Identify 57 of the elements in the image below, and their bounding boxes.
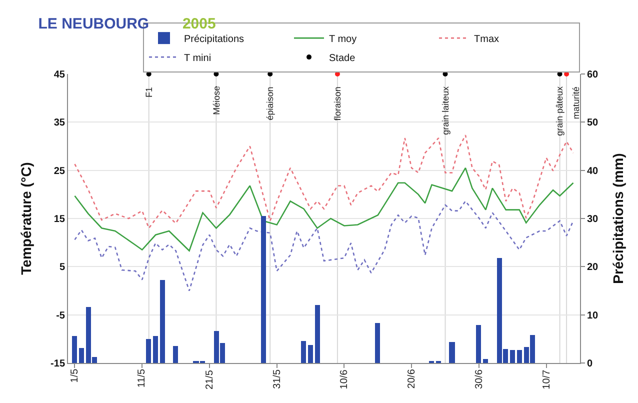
ref-line-label: floraison: [332, 86, 342, 121]
y2-tick-label: 30: [587, 214, 599, 225]
x-tick-label: 10/6: [339, 369, 350, 390]
x-tick-label: 20/6: [406, 368, 418, 389]
legend-label: T moy: [329, 34, 357, 45]
y-tick-label: -15: [50, 358, 66, 370]
x-tick-label: 1/5: [70, 368, 81, 383]
y-tick-label: -5: [56, 310, 66, 322]
ref-line-label: maturité: [570, 86, 581, 120]
y2-tick-label: 60: [587, 70, 599, 80]
chart-subtitle: 2005: [182, 16, 216, 33]
ref-line-label: grain laiteux: [440, 86, 451, 135]
bar: [483, 359, 488, 363]
x-tick-label: 30/6: [474, 369, 485, 389]
legend-label: Précipitations: [184, 34, 244, 45]
chart-title: LE NEUBOURG: [38, 16, 150, 33]
bar: [476, 325, 481, 363]
legend-label: T mini: [184, 52, 212, 64]
bar: [517, 350, 522, 363]
ref-line-label: F1: [144, 86, 154, 98]
x-tick-label: 11/5: [136, 368, 148, 388]
legend-label: Tmax: [474, 34, 499, 45]
bar: [72, 336, 77, 363]
bar: [261, 216, 266, 363]
bar: [153, 336, 158, 363]
bar: [375, 323, 380, 363]
bar: [301, 341, 306, 363]
y2-tick-label: 10: [587, 310, 599, 322]
y-tick-label: 25: [54, 166, 66, 177]
line-series: [74, 167, 574, 252]
x-tick-label: 10/7: [541, 369, 552, 390]
bar: [160, 280, 165, 363]
x-tick-label: 31/5: [272, 368, 283, 389]
y-tick-label: 15: [54, 214, 66, 225]
y2-tick-label: 50: [587, 118, 599, 129]
ref-line-label: Méiose: [212, 86, 222, 115]
bar: [173, 346, 178, 363]
y-axis-title: Température (°C): [18, 162, 34, 275]
y-tick-label: 5: [59, 262, 66, 274]
legend-label: Stade: [329, 52, 356, 64]
y2-axis-title: Précipitations (mm): [610, 153, 626, 284]
ref-line-label: épiaison: [264, 86, 275, 120]
y-tick-label: 45: [54, 70, 66, 80]
y-tick-label: 35: [54, 118, 66, 129]
y2-tick-label: 0: [587, 358, 593, 370]
line-series: [74, 200, 574, 292]
y2-tick-label: 20: [587, 262, 599, 274]
bar: [449, 342, 455, 363]
bar: [510, 350, 515, 363]
bar: [146, 339, 151, 363]
bar: [79, 348, 84, 363]
ref-line-label: grain pâteux: [554, 86, 565, 136]
line-series: [74, 134, 574, 229]
y2-tick-label: 40: [587, 166, 599, 177]
bar: [315, 305, 320, 363]
bar: [308, 345, 313, 363]
x-tick-label: 21/5: [204, 370, 216, 390]
